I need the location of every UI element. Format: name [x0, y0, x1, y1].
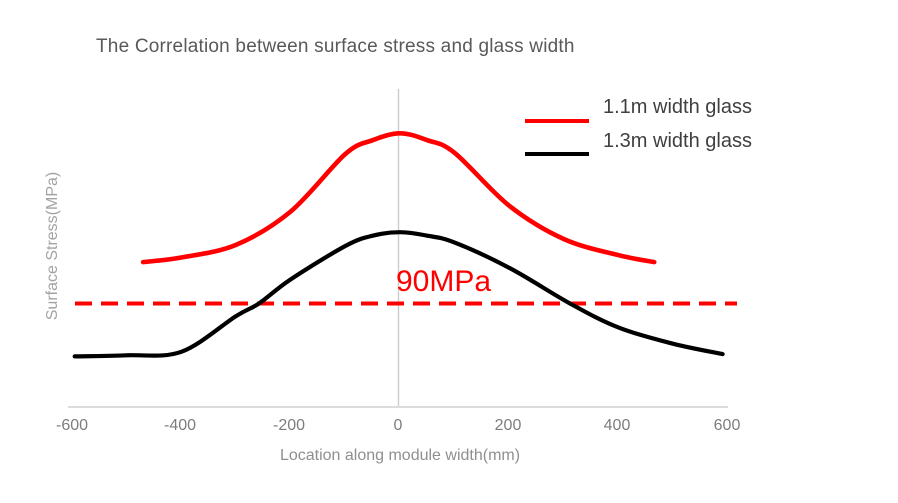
x-tick-0: 0 — [393, 417, 403, 434]
legend-line-icon-1-3m — [525, 152, 589, 156]
chart-title: The Correlation between surface stress a… — [96, 36, 575, 57]
x-tick--400: -400 — [163, 417, 197, 434]
legend-label-1-1m: 1.1m width glass — [603, 96, 752, 118]
x-tick-600: 600 — [713, 417, 741, 434]
x-tick--200: -200 — [272, 417, 306, 434]
legend-line-icon-1-1m — [525, 119, 589, 123]
curve-1-1m-width-glass — [140, 131, 657, 265]
legend-label-1-3m: 1.3m width glass — [603, 130, 752, 152]
legend: 1.1m width glass 1.3m width glass — [525, 93, 805, 168]
threshold-label: 90MPa — [396, 265, 492, 298]
x-tick-400: 400 — [603, 417, 631, 434]
curve-1-3m-width-glass — [72, 230, 725, 359]
x-axis-title: Location along module width(mm) — [279, 447, 521, 464]
x-tick--600: -600 — [55, 417, 89, 434]
x-tick-200: 200 — [494, 417, 522, 434]
